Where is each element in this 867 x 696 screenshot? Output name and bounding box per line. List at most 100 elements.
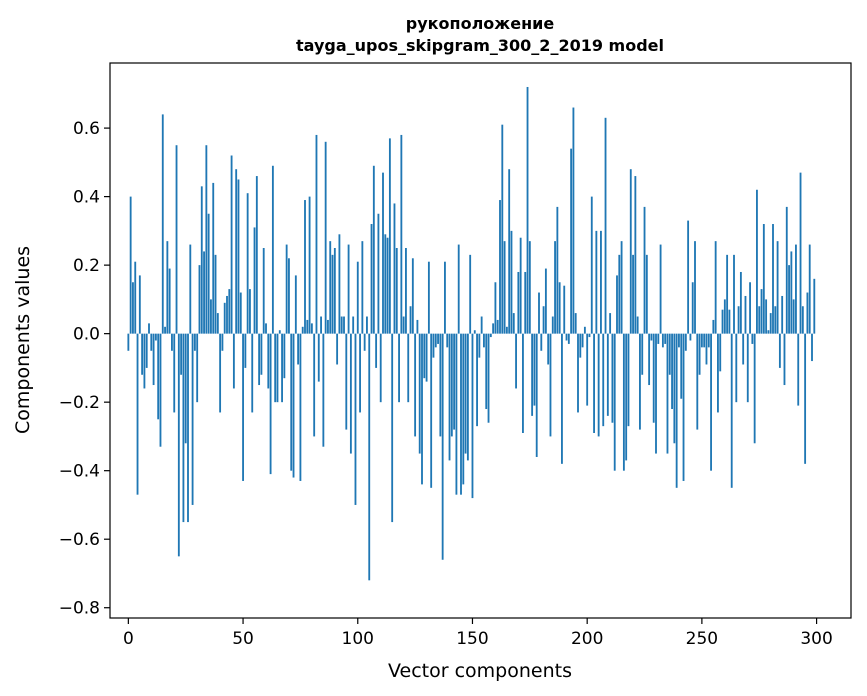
bar	[411, 258, 414, 334]
bar	[418, 333, 421, 454]
bar	[590, 196, 593, 334]
bar	[457, 244, 460, 334]
bar	[808, 244, 811, 334]
bar	[689, 333, 692, 341]
bar	[519, 237, 522, 334]
bar	[666, 333, 669, 454]
bar	[544, 268, 547, 334]
bar	[691, 282, 694, 334]
bar	[366, 316, 368, 334]
bar	[278, 330, 281, 334]
bar	[508, 169, 511, 334]
bar	[625, 333, 628, 461]
bar	[510, 230, 513, 334]
bar	[769, 313, 772, 334]
bar	[171, 333, 173, 351]
bar	[354, 333, 357, 505]
x-axis-label: Vector components	[388, 660, 572, 682]
bar	[446, 333, 449, 348]
bar	[627, 333, 630, 427]
bar	[733, 254, 735, 334]
x-tick-label: 100	[342, 629, 374, 649]
bar	[579, 333, 582, 358]
x-axis-ticks: 0 50 100 150 200 250 300	[123, 618, 833, 649]
bar	[430, 333, 433, 488]
bar	[306, 319, 309, 334]
bar	[450, 333, 453, 437]
bar	[281, 333, 283, 403]
bar	[187, 333, 189, 523]
bar	[650, 333, 653, 341]
bar	[597, 333, 600, 437]
bar	[675, 333, 678, 488]
bar	[756, 189, 758, 334]
bar	[790, 251, 793, 334]
x-tick-label: 50	[232, 629, 254, 649]
bar	[593, 333, 595, 433]
y-tick-label: 0.4	[73, 188, 100, 208]
bar	[191, 333, 194, 505]
bar	[636, 316, 639, 334]
bar	[223, 302, 226, 334]
bar	[283, 333, 286, 379]
bar	[249, 289, 251, 334]
bar	[471, 333, 474, 499]
bar	[405, 248, 407, 334]
bar	[583, 326, 586, 334]
bar	[200, 186, 203, 334]
bar	[304, 200, 306, 334]
bar	[551, 316, 554, 334]
x-tick-label: 150	[456, 629, 488, 649]
bar	[444, 261, 446, 334]
bar	[439, 333, 442, 437]
bar	[267, 333, 270, 389]
bar	[778, 333, 781, 368]
bar	[565, 333, 568, 341]
bar	[464, 333, 467, 454]
bar	[751, 333, 754, 344]
bar	[501, 124, 504, 334]
bar	[258, 333, 261, 386]
bar	[558, 282, 561, 334]
bar	[776, 241, 779, 334]
bar	[255, 176, 258, 334]
bar	[210, 299, 212, 334]
bar	[581, 333, 584, 348]
bar	[159, 333, 162, 447]
bar	[737, 306, 740, 334]
bar	[730, 333, 733, 488]
plot-frame	[109, 62, 852, 619]
bar	[772, 224, 774, 334]
bar	[379, 333, 382, 403]
bar	[673, 333, 676, 444]
bar	[795, 244, 797, 334]
bar	[216, 313, 219, 334]
bar	[496, 319, 499, 334]
bar	[606, 333, 609, 416]
bar	[132, 282, 134, 334]
bar	[694, 241, 696, 334]
bar	[774, 306, 777, 334]
bar	[645, 254, 648, 334]
bar	[753, 333, 756, 444]
bar	[680, 333, 683, 399]
bar	[228, 289, 231, 334]
bar	[327, 319, 329, 334]
y-axis-label: Components values	[12, 246, 34, 434]
bar	[531, 333, 534, 416]
bar	[292, 333, 295, 478]
bar	[648, 333, 651, 386]
x-tick-label: 0	[123, 629, 134, 649]
bar	[723, 299, 726, 334]
bar	[478, 333, 481, 358]
bar	[134, 261, 137, 334]
bar	[437, 333, 439, 344]
y-tick-label: 0.0	[73, 325, 100, 345]
bar	[577, 333, 579, 413]
bar	[489, 333, 492, 338]
bar	[517, 271, 520, 334]
bar	[717, 333, 719, 413]
x-tick-label: 200	[571, 629, 603, 649]
bar	[184, 333, 187, 444]
bar	[141, 333, 144, 375]
